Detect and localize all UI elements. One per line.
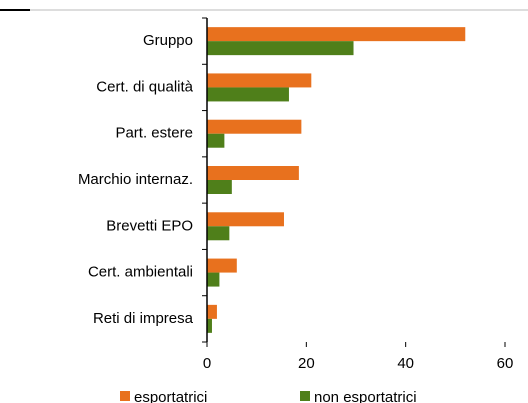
x-tick-label: 20 xyxy=(298,355,315,372)
x-tick-label: 40 xyxy=(397,355,414,372)
bar xyxy=(207,212,284,227)
x-tick-label: 60 xyxy=(497,355,514,372)
legend-swatch xyxy=(300,391,310,401)
bar xyxy=(207,318,212,333)
y-tick-label: Gruppo xyxy=(143,32,193,49)
y-tick-label: Reti di impresa xyxy=(93,310,194,327)
bar xyxy=(207,304,217,319)
bar xyxy=(207,133,225,148)
y-tick-label: Brevetti EPO xyxy=(106,217,193,234)
bar xyxy=(207,27,466,42)
bar xyxy=(207,73,312,88)
bar xyxy=(207,180,232,194)
bar xyxy=(207,258,237,273)
bar xyxy=(207,41,354,56)
legend-label: esportatrici xyxy=(134,389,207,403)
y-tick-label: Cert. di qualità xyxy=(96,78,193,95)
bar xyxy=(207,272,220,287)
x-tick-label: 0 xyxy=(203,355,211,372)
bar xyxy=(207,87,289,102)
legend-label: non esportatrici xyxy=(314,389,417,403)
y-tick-label: Marchio internaz. xyxy=(78,171,193,188)
bar xyxy=(207,119,302,134)
bar xyxy=(207,226,230,241)
bar xyxy=(207,166,299,180)
y-tick-label: Part. estere xyxy=(115,125,193,142)
legend-swatch xyxy=(120,391,130,401)
y-tick-label: Cert. ambientali xyxy=(88,264,193,281)
